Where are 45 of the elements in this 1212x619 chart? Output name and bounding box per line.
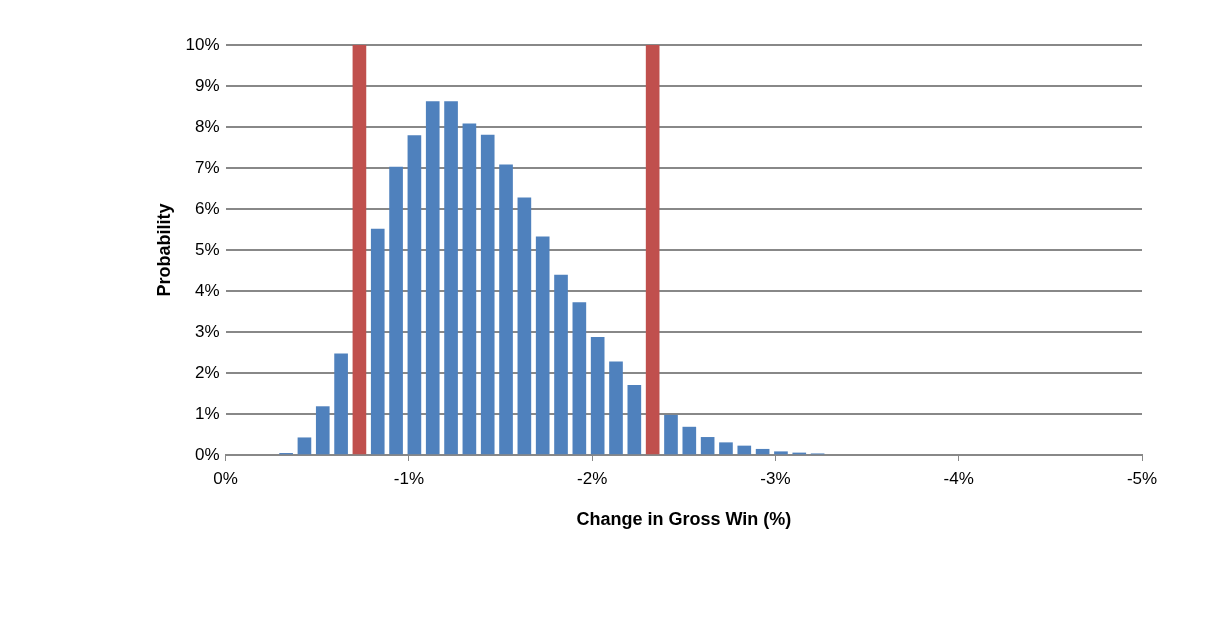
bar [719, 442, 733, 455]
bar [499, 164, 513, 455]
y-axis-title: Probability [153, 203, 174, 297]
x-tick-label: -3% [760, 468, 791, 488]
bar [370, 228, 385, 455]
bar [554, 274, 568, 455]
bar [682, 426, 697, 455]
x-tick-label: -2% [577, 468, 608, 488]
y-tick-label: 10% [185, 34, 220, 54]
bar [664, 414, 678, 455]
x-tick-label: 0% [213, 468, 238, 488]
bar [535, 236, 550, 455]
y-tick-label: 9% [195, 75, 220, 95]
x-tick-label: -4% [943, 468, 974, 488]
bar [590, 337, 605, 455]
bar [315, 406, 330, 455]
bar [737, 445, 752, 455]
x-tick-label: -5% [1126, 468, 1158, 488]
bar [645, 45, 660, 455]
x-axis-title: Change in Gross Win (%) [576, 509, 792, 530]
bar [297, 437, 312, 455]
bar [425, 101, 440, 455]
bar [774, 451, 788, 455]
y-tick-label: 6% [195, 198, 220, 218]
bar [627, 384, 642, 455]
bar [480, 134, 495, 455]
y-tick-label: 5% [195, 239, 220, 259]
y-tick-label: 8% [195, 116, 220, 136]
y-tick-label: 3% [195, 321, 220, 341]
bar [389, 166, 403, 455]
bar [352, 45, 367, 455]
bar [572, 302, 587, 455]
y-tick-label: 2% [195, 362, 220, 382]
bar [407, 135, 422, 455]
y-tick-label: 4% [195, 280, 220, 300]
bar [334, 353, 348, 455]
bar [700, 437, 715, 455]
bar [462, 123, 477, 455]
bar [609, 361, 623, 455]
y-tick-label: 0% [195, 444, 220, 464]
y-tick-label: 1% [195, 403, 220, 423]
bar [517, 197, 532, 455]
bar [444, 101, 458, 455]
y-tick-label: 7% [195, 157, 220, 177]
x-tick-label: -1% [393, 468, 425, 488]
